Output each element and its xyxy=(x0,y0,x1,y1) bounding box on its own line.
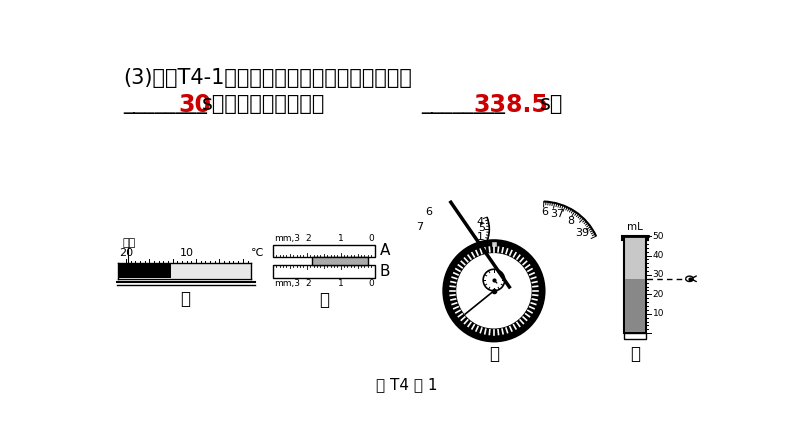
Bar xyxy=(273,266,375,278)
Bar xyxy=(624,333,646,338)
Bar xyxy=(172,264,251,278)
Text: 39: 39 xyxy=(576,228,590,238)
Text: 338.5: 338.5 xyxy=(473,93,548,117)
Text: 图 T4 － 1: 图 T4 － 1 xyxy=(376,377,437,392)
Text: B: B xyxy=(380,264,391,279)
Text: 1: 1 xyxy=(338,234,344,243)
Text: 丙: 丙 xyxy=(489,345,499,363)
Text: 2: 2 xyxy=(306,234,311,243)
Text: s，停表此时的读数为: s，停表此时的读数为 xyxy=(202,94,325,114)
Text: 20: 20 xyxy=(119,248,133,257)
Text: A: A xyxy=(380,243,391,258)
Text: 丁: 丁 xyxy=(630,345,640,363)
Text: 1: 1 xyxy=(477,232,484,242)
Bar xyxy=(625,279,645,333)
Text: 40: 40 xyxy=(653,251,664,260)
Text: 7: 7 xyxy=(416,222,423,232)
Text: (3)如图T4-1丙所示，停表分针圈中的分度值为: (3)如图T4-1丙所示，停表分针圈中的分度值为 xyxy=(123,67,411,88)
Text: 0: 0 xyxy=(368,279,375,288)
Text: 1: 1 xyxy=(338,279,344,288)
Text: ________: ________ xyxy=(123,94,206,114)
Text: s。: s。 xyxy=(540,94,564,114)
Text: 30: 30 xyxy=(178,93,211,117)
Circle shape xyxy=(449,246,538,335)
Text: mm,3: mm,3 xyxy=(275,279,300,288)
Text: 2: 2 xyxy=(306,279,311,288)
Bar xyxy=(273,245,375,257)
Text: 6: 6 xyxy=(425,207,432,217)
Text: ________: ________ xyxy=(421,94,505,114)
Text: 37: 37 xyxy=(550,209,565,219)
Text: 50: 50 xyxy=(653,232,664,240)
Text: 5: 5 xyxy=(478,223,485,233)
Text: 10: 10 xyxy=(179,248,194,257)
Bar xyxy=(118,264,171,278)
Text: mm,3: mm,3 xyxy=(275,234,300,243)
Text: 甲: 甲 xyxy=(179,290,190,308)
Text: 8: 8 xyxy=(567,215,574,226)
Text: 4: 4 xyxy=(477,217,484,227)
Text: 20: 20 xyxy=(653,290,664,299)
Text: ℃: ℃ xyxy=(251,248,263,257)
Text: mL: mL xyxy=(627,222,643,232)
Bar xyxy=(491,241,497,247)
Bar xyxy=(311,257,368,266)
Text: 乙: 乙 xyxy=(318,291,329,309)
Text: 0: 0 xyxy=(368,234,375,243)
Text: 10: 10 xyxy=(653,309,664,318)
Text: 液体: 液体 xyxy=(122,238,135,248)
Text: 6: 6 xyxy=(542,207,549,217)
Text: 30: 30 xyxy=(653,270,664,279)
Circle shape xyxy=(484,269,505,291)
Bar xyxy=(624,236,646,333)
